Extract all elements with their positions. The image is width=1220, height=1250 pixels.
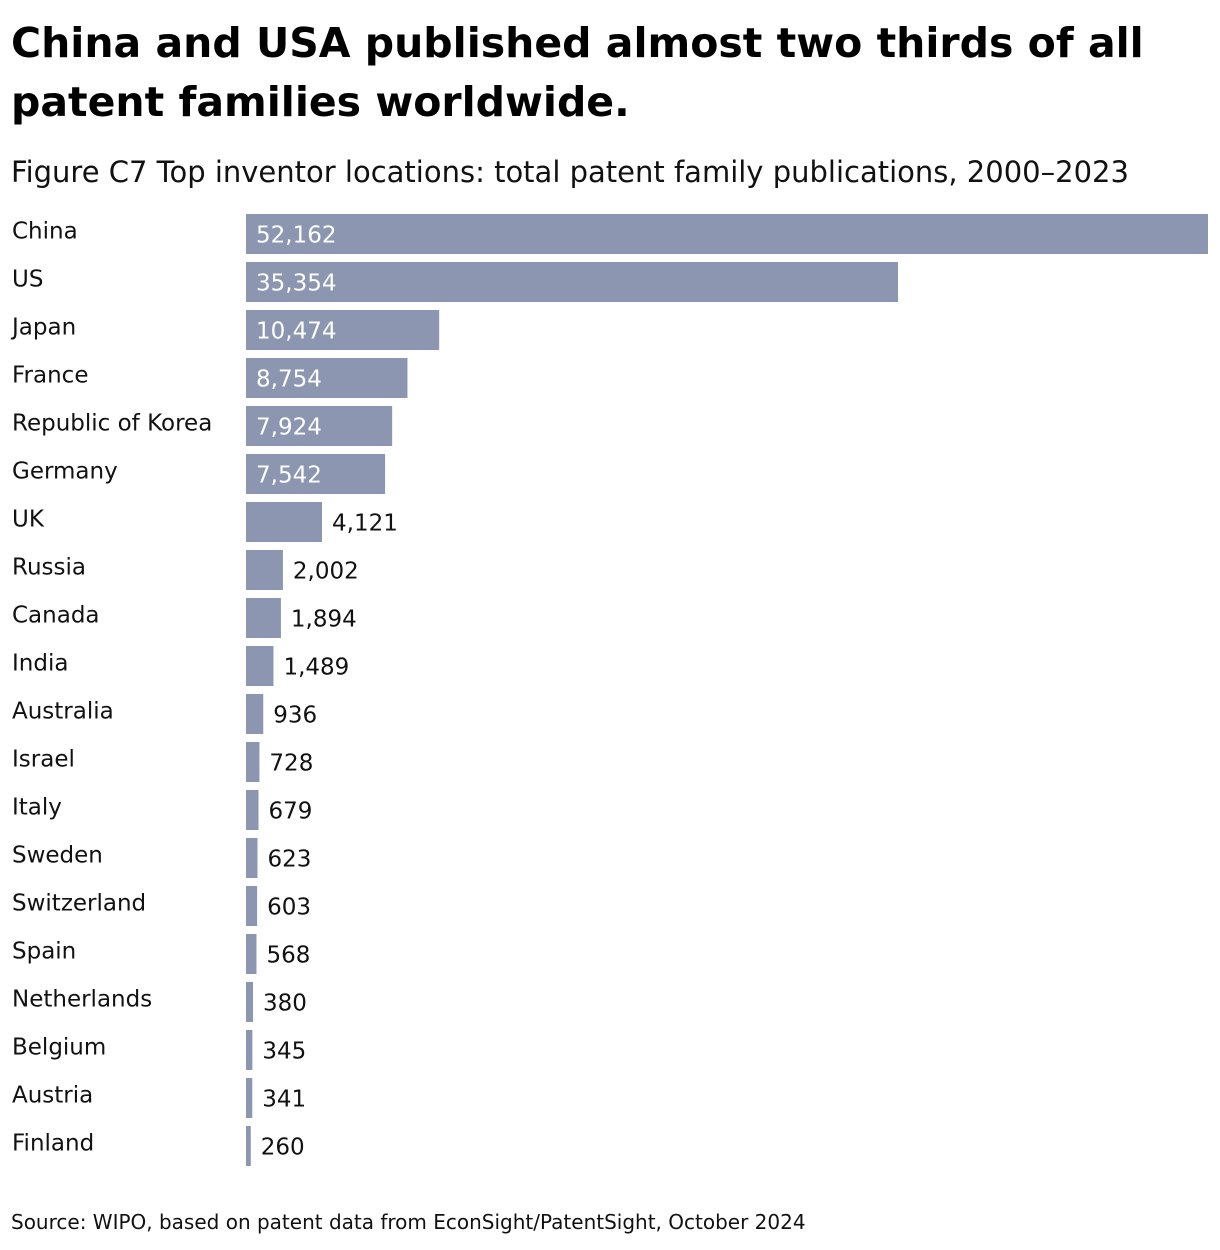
bar-germany [246,454,386,494]
value-label: 7,542 [256,463,322,489]
bar-uk [246,502,323,542]
value-label: 260 [261,1135,305,1161]
category-label: Germany [12,459,118,485]
bar-canada [246,598,281,638]
bar-japan [246,310,440,350]
category-label: Belgium [12,1035,106,1061]
category-label: Netherlands [12,987,152,1013]
value-label: 603 [267,895,311,921]
category-label: France [12,363,88,389]
bar-austria [246,1078,253,1118]
bar-netherlands [246,982,254,1022]
category-label: Finland [12,1131,94,1157]
value-label: 10,474 [256,319,336,345]
bar-australia [246,694,264,734]
bar-spain [246,934,257,974]
bar-china [246,214,1208,254]
category-label: Austria [12,1083,93,1109]
category-label: Spain [12,939,76,965]
bar-france [246,358,408,398]
category-label: India [12,651,68,677]
value-label: 728 [269,751,313,777]
value-label: 679 [269,799,313,825]
value-label: 345 [262,1039,306,1065]
value-label: 1,489 [283,655,349,681]
category-label: Sweden [12,843,103,869]
value-label: 341 [262,1087,306,1113]
value-label: 7,924 [256,415,322,441]
source-note: Source: WIPO, based on patent data from … [11,1210,806,1234]
value-label: 623 [267,847,311,873]
value-label: 568 [266,943,310,969]
category-label: Canada [12,603,100,629]
chart-title: China and USA published almost two third… [11,19,1144,126]
bar-italy [246,790,259,830]
category-label: UK [12,507,45,533]
category-label: Japan [10,315,76,341]
value-label: 8,754 [256,367,322,393]
value-label: 1,894 [291,607,357,633]
category-label: Israel [12,747,75,773]
bar-switzerland [246,886,258,926]
value-label: 35,354 [256,271,336,297]
category-label: Italy [12,795,62,821]
bar-israel [246,742,260,782]
bar-belgium [246,1030,253,1070]
value-label: 936 [273,703,317,729]
category-label: Russia [12,555,86,581]
category-label: Australia [12,699,114,725]
bar-india [246,646,274,686]
value-label: 4,121 [332,511,398,537]
value-label: 2,002 [293,559,359,585]
category-label: Republic of Korea [12,411,212,437]
category-label: China [12,219,78,245]
category-label: US [12,267,43,293]
bar-sweden [246,838,258,878]
bar-us [246,262,899,302]
bar-republic-of-korea [246,406,393,446]
chart-subtitle: Figure C7 Top inventor locations: total … [11,155,1129,189]
bar-russia [246,550,283,590]
value-label: 52,162 [256,223,336,249]
category-label: Switzerland [12,891,146,917]
value-label: 380 [263,991,307,1017]
bar-finland [246,1126,251,1166]
